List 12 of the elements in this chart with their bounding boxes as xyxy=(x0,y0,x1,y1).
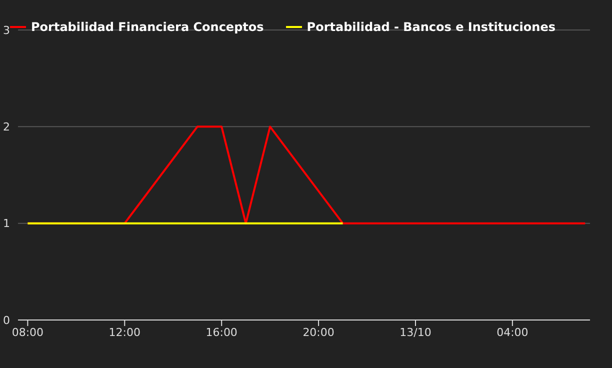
x-tick-label: 12:00 xyxy=(108,326,140,339)
y-tick-label: 2 xyxy=(3,120,10,134)
x-tick-label: 04:00 xyxy=(496,326,528,339)
x-tick-label: 16:00 xyxy=(206,326,238,339)
y-tick-label: 3 xyxy=(3,24,10,37)
y-tick-label: 0 xyxy=(3,314,10,327)
y-tick-label: 1 xyxy=(3,217,10,230)
x-tick-label: 13/10 xyxy=(400,326,432,339)
legend-label: Portabilidad Financiera Conceptos xyxy=(31,20,264,34)
x-tick-label: 20:00 xyxy=(302,326,334,339)
legend-label: Portabilidad - Bancos e Instituciones xyxy=(306,20,556,34)
x-tick-label: 08:00 xyxy=(12,326,44,339)
